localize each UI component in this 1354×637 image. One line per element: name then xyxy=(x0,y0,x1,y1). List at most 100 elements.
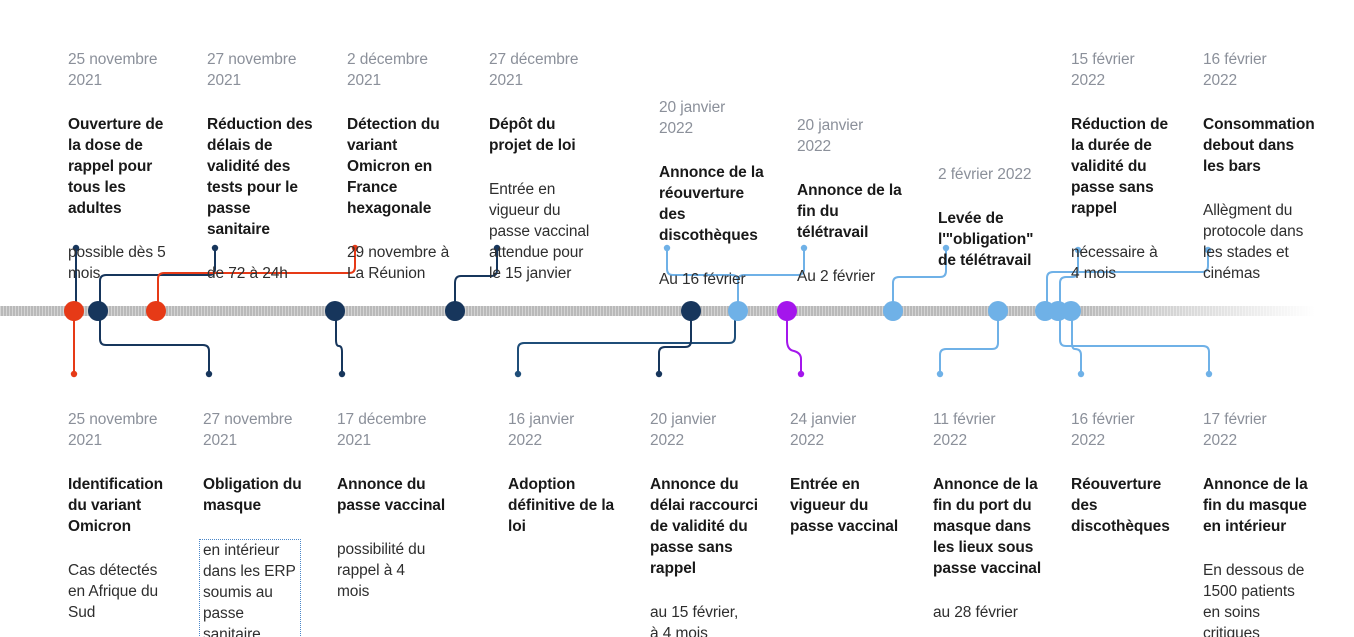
event-top-9: 16 février 2022 Consommation debout dans… xyxy=(1203,28,1335,305)
event-subtitle: Cas détectés en Afrique du Sud xyxy=(68,562,159,621)
event-bottom-1: 25 novembre 2021 Identification du varia… xyxy=(68,388,200,637)
event-date: 17 février 2022 xyxy=(1203,411,1267,449)
event-title: Annonce de la fin du télétravail xyxy=(797,182,902,241)
event-subtitle: possibilité du rappel à 4 mois xyxy=(337,541,426,600)
connector-detection-omicron-france xyxy=(157,249,356,304)
pin-cap xyxy=(72,244,80,252)
event-title: Annonce de la réouverture des discothèqu… xyxy=(659,164,764,244)
connector-fin-port-masque xyxy=(939,318,999,373)
event-top-7: 2 février 2022 Levée de l'"obligation" d… xyxy=(938,143,1070,315)
event-bottom-3: 17 décembre 2021 Annonce du passe vaccin… xyxy=(337,388,469,623)
timeline-dot-27-decembre-2021 xyxy=(445,301,465,321)
event-date: 25 novembre 2021 xyxy=(68,411,158,449)
event-bottom-9: 17 février 2022 Annonce de la fin du mas… xyxy=(1203,388,1335,637)
event-bottom-2: 27 novembre 2021 Obligation du masque en… xyxy=(199,388,335,637)
connector-depot-projet-loi xyxy=(454,249,498,304)
timeline-dot-11-fevrier-2022 xyxy=(988,301,1008,321)
pin-cap xyxy=(514,370,522,378)
timeline-dot-25-novembre-2021 xyxy=(64,301,84,321)
event-subtitle: En dessous de 1500 patients en soins cri… xyxy=(1203,562,1305,637)
event-title: Réouverture des discothèques xyxy=(1071,476,1170,535)
event-top-4: 27 décembre 2021 Dépôt du projet de loi … xyxy=(489,28,621,305)
event-title: Réduction de la durée de validité du pas… xyxy=(1071,116,1168,217)
connector-consommation-debout xyxy=(1046,251,1209,304)
connector-levee-obligation-teletravail xyxy=(892,249,947,304)
event-title: Consommation debout dans les bars xyxy=(1203,116,1315,175)
pin-cap xyxy=(797,370,805,378)
event-title: Ouverture de la dose de rappel pour tous… xyxy=(68,116,164,217)
event-title: Entrée en vigueur du passe vaccinal xyxy=(790,476,899,535)
event-top-1: 25 novembre 2021 Ouverture de la dose de… xyxy=(68,28,200,305)
timeline-dot-17-decembre-2021 xyxy=(325,301,345,321)
timeline-dot-20-janvier-2022 xyxy=(728,301,748,321)
event-date: 16 février 2022 xyxy=(1071,411,1135,449)
pin-cap xyxy=(1205,370,1213,378)
pin-cap xyxy=(936,370,944,378)
event-subtitle: au 15 février, à 4 mois xyxy=(650,604,739,637)
event-date: 2 décembre 2021 xyxy=(347,51,428,89)
event-title: Identification du variant Omicron xyxy=(68,476,164,535)
event-date: 15 février 2022 xyxy=(1071,51,1135,89)
connector-fin-teletravail-annonce xyxy=(737,249,805,304)
event-date: 2 février 2022 xyxy=(938,166,1032,183)
event-date: 20 janvier 2022 xyxy=(797,117,864,155)
pin-cap xyxy=(351,244,359,252)
event-subtitle: Au 16 février xyxy=(659,271,746,288)
event-subtitle: au 28 février xyxy=(933,604,1018,621)
pin-cap xyxy=(205,370,213,378)
event-title: Levée de l'"obligation" de télétravail xyxy=(938,210,1034,269)
event-subtitle: de 72 à 24h xyxy=(207,265,288,282)
event-bottom-4: 16 janvier 2022 Adoption définitive de l… xyxy=(508,388,640,581)
timeline-dot-17-fevrier-2022 xyxy=(1061,301,1081,321)
event-date: 16 février 2022 xyxy=(1203,51,1267,89)
event-title: Adoption définitive de la loi xyxy=(508,476,615,535)
event-subtitle: nécessaire à 4 mois xyxy=(1071,244,1158,282)
pin-cap xyxy=(1074,246,1082,254)
event-title: Annonce de la fin du port du masque dans… xyxy=(933,476,1042,577)
timeline-dot-16-janvier-2022 xyxy=(681,301,701,321)
event-date: 11 février 2022 xyxy=(933,411,996,449)
event-date: 25 novembre 2021 xyxy=(68,51,158,89)
event-title: Annonce de la fin du masque en intérieur xyxy=(1203,476,1308,535)
connector-reduction-duree-validite xyxy=(1059,251,1079,304)
event-date: 24 janvier 2022 xyxy=(790,411,857,449)
event-subtitle: possible dès 5 mois xyxy=(68,244,166,282)
pin-cap xyxy=(338,370,346,378)
pin-cap xyxy=(493,244,501,252)
pin-cap xyxy=(211,244,219,252)
event-date: 16 janvier 2022 xyxy=(508,411,575,449)
connector-obligation-masque xyxy=(99,318,210,373)
connector-reouverture-discotheques xyxy=(1071,318,1082,373)
event-title: Réduction des délais de validité des tes… xyxy=(207,116,313,238)
connector-delai-raccourci xyxy=(658,318,692,373)
event-subtitle: Entrée en vigueur du passe vaccinal atte… xyxy=(489,181,590,282)
event-date: 27 novembre 2021 xyxy=(207,51,297,89)
event-subtitle-selected: en intérieur dans les ERP soumis au pass… xyxy=(199,539,301,637)
event-title: Obligation du masque xyxy=(203,476,302,514)
pin-cap xyxy=(1077,370,1085,378)
connector-adoption-loi xyxy=(517,318,736,373)
event-date: 27 décembre 2021 xyxy=(489,51,579,89)
connector-annonce-passe-vaccinal xyxy=(335,318,343,373)
timeline-dot-2-fevrier-2022 xyxy=(883,301,903,321)
event-bottom-8: 16 février 2022 Réouverture des discothè… xyxy=(1071,388,1203,581)
connector-entree-vigueur-passe xyxy=(786,318,802,373)
event-title: Dépôt du projet de loi xyxy=(489,116,576,154)
event-title: Détection du variant Omicron en France h… xyxy=(347,116,440,217)
event-bottom-5: 20 janvier 2022 Annonce du délai raccour… xyxy=(650,388,782,637)
event-top-5: 20 janvier 2022 Annonce de la réouvertur… xyxy=(659,76,791,311)
event-top-3: 2 décembre 2021 Détection du variant Omi… xyxy=(347,28,479,305)
event-bottom-7: 11 février 2022 Annonce de la fin du por… xyxy=(933,388,1065,637)
pin-cap xyxy=(800,244,808,252)
connector-reduction-delais-tests xyxy=(99,249,216,304)
event-title: Annonce du délai raccourci de validité d… xyxy=(650,476,758,577)
pin-cap xyxy=(70,370,78,378)
pin-cap xyxy=(655,370,663,378)
timeline-dot-27-novembre-2021 xyxy=(88,301,108,321)
event-top-6: 20 janvier 2022 Annonce de la fin du tél… xyxy=(797,94,929,308)
pin-cap xyxy=(663,244,671,252)
timeline-dot-2-decembre-2021 xyxy=(146,301,166,321)
pin-cap xyxy=(942,244,950,252)
